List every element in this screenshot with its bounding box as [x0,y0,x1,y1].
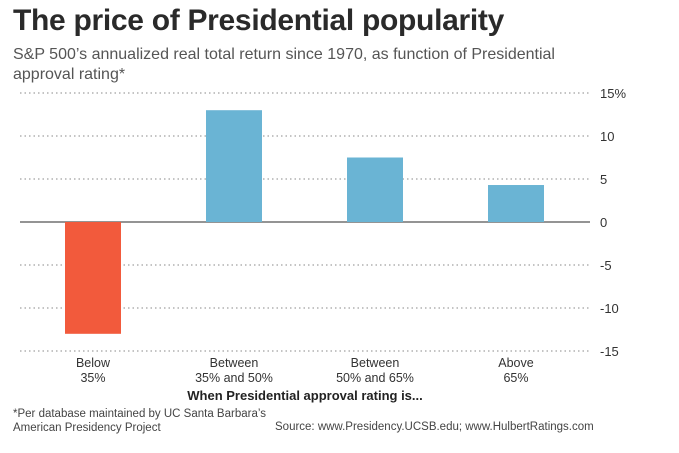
y-tick-label: 15% [600,86,626,101]
y-tick-label: -10 [600,301,619,316]
y-tick-labels: 15% 10 5 0 -5 -10 -15 [600,86,626,359]
y-tick-label: -15 [600,344,619,359]
y-tick-label: 10 [600,129,614,144]
bars [65,110,544,334]
bar [206,110,262,222]
x-axis-label: When Presidential approval rating is... [187,388,423,403]
y-tick-label: 0 [600,215,607,230]
category-label: 65% [503,371,528,385]
source-note: Source: www.Presidency.UCSB.edu; www.Hul… [275,421,594,433]
chart-title: The price of Presidential popularity [13,4,504,37]
y-tick-label: 5 [600,172,607,187]
category-label: 50% and 65% [336,371,414,385]
category-label: Below [76,356,111,370]
y-tick-label: -5 [600,258,612,273]
category-label: Between [210,356,259,370]
category-label: 35% [80,371,105,385]
category-label: Between [351,356,400,370]
bar [488,185,544,222]
bar [347,157,403,222]
category-label: 35% and 50% [195,371,273,385]
category-label: Above [498,356,533,370]
chart-subtitle: S&P 500’s annualized real total return s… [13,46,555,83]
footnote: *Per database maintained by UC Santa Bar… [13,408,266,434]
bar [65,222,121,334]
